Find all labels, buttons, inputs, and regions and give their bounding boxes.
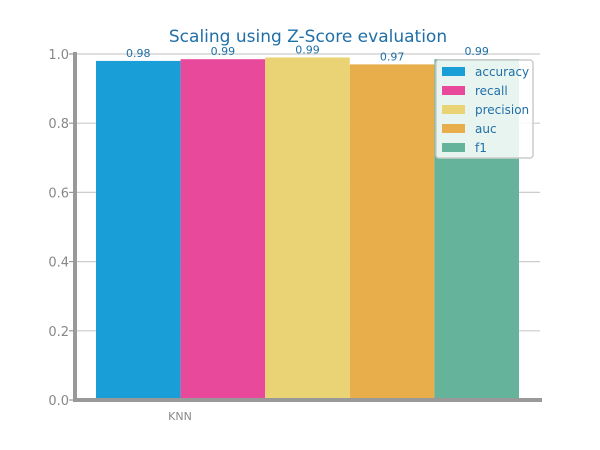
legend-label-accuracy: accuracy [475, 65, 529, 79]
x-tick-labels: KNN [168, 410, 192, 423]
bar-auc [349, 64, 435, 400]
bar-precision [265, 57, 350, 401]
axes [73, 52, 542, 402]
bar-accuracy [96, 60, 181, 401]
y-tick-label: 0.6 [48, 186, 69, 201]
data-labels: 0.98 0.99 0.99 0.97 0.99 [126, 43, 489, 63]
bars [96, 57, 519, 401]
data-label-auc: 0.97 [380, 50, 405, 63]
data-label-recall: 0.99 [211, 45, 236, 58]
legend-label-precision: precision [475, 103, 529, 117]
data-label-accuracy: 0.98 [126, 47, 151, 60]
legend-swatch-recall [442, 86, 465, 95]
x-tick-label: KNN [168, 410, 192, 423]
legend: accuracy recall precision auc f1 [435, 59, 534, 159]
y-tick-label: 0.8 [48, 117, 69, 132]
legend-box [435, 59, 534, 159]
legend-swatch-f1 [442, 143, 465, 152]
legend-label-f1: f1 [475, 141, 487, 155]
chart-title: Scaling using Z-Score evaluation [169, 27, 447, 47]
legend-label-auc: auc [475, 122, 497, 136]
y-tick-label: 0.2 [48, 325, 69, 340]
legend-swatch-precision [442, 105, 465, 114]
y-tick-label: 1.0 [48, 48, 69, 63]
legend-label-recall: recall [475, 84, 508, 98]
y-tick-label: 0.0 [48, 394, 69, 409]
legend-swatch-auc [442, 124, 465, 133]
y-tick-labels: 0.0 0.2 0.4 0.6 0.8 1.0 [48, 48, 69, 409]
data-label-f1: 0.99 [464, 45, 489, 58]
legend-swatch-accuracy [442, 67, 465, 76]
y-tick-label: 0.4 [48, 256, 69, 271]
bar-recall [180, 59, 266, 400]
data-label-precision: 0.99 [295, 43, 320, 56]
